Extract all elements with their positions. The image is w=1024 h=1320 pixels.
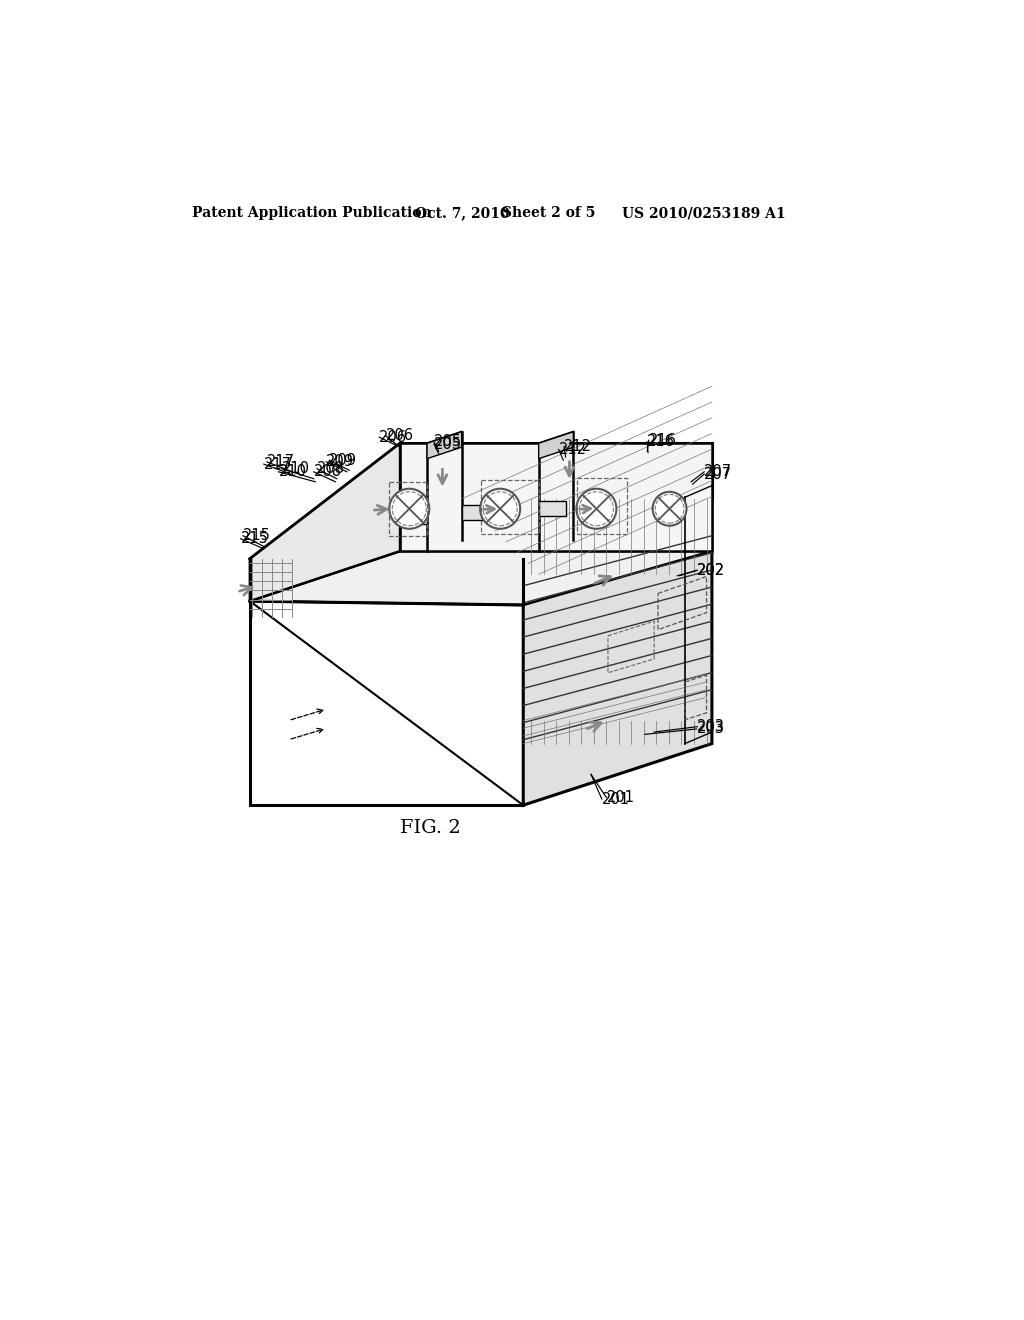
Polygon shape <box>250 558 523 805</box>
Polygon shape <box>523 498 712 805</box>
Text: 212: 212 <box>564 438 592 454</box>
Text: Oct. 7, 2010: Oct. 7, 2010 <box>416 206 510 220</box>
Text: 216: 216 <box>647 434 675 449</box>
Text: Sheet 2 of 5: Sheet 2 of 5 <box>503 206 596 220</box>
Text: 208: 208 <box>313 465 342 479</box>
Text: 208: 208 <box>316 461 345 477</box>
Text: 207: 207 <box>705 466 732 482</box>
Text: 203: 203 <box>696 722 724 737</box>
Text: 215: 215 <box>241 531 268 546</box>
Text: 212: 212 <box>559 442 587 457</box>
Text: 217: 217 <box>264 457 292 471</box>
Polygon shape <box>400 444 712 552</box>
Text: 202: 202 <box>696 562 725 578</box>
Polygon shape <box>250 444 400 601</box>
Text: 209: 209 <box>330 453 357 467</box>
Polygon shape <box>539 502 565 516</box>
Text: 201: 201 <box>606 789 635 805</box>
Text: 215: 215 <box>243 528 271 544</box>
Circle shape <box>389 488 429 529</box>
Text: US 2010/0253189 A1: US 2010/0253189 A1 <box>622 206 785 220</box>
Text: 216: 216 <box>649 433 677 447</box>
Text: 202: 202 <box>697 562 725 578</box>
Polygon shape <box>539 432 573 459</box>
Text: 201: 201 <box>602 792 630 807</box>
Text: 205: 205 <box>434 437 462 451</box>
Polygon shape <box>427 432 462 459</box>
Text: 203: 203 <box>697 719 725 734</box>
Text: 207: 207 <box>705 465 732 479</box>
Text: 217: 217 <box>267 454 295 470</box>
Circle shape <box>652 492 686 525</box>
Text: FIG. 2: FIG. 2 <box>400 820 461 837</box>
Circle shape <box>480 488 520 529</box>
Text: Patent Application Publication: Patent Application Publication <box>193 206 432 220</box>
Polygon shape <box>400 508 427 524</box>
Circle shape <box>577 488 616 529</box>
Text: 206: 206 <box>385 428 414 444</box>
Text: 206: 206 <box>379 429 408 445</box>
Polygon shape <box>462 506 488 520</box>
Text: 205: 205 <box>434 434 462 449</box>
Text: 210: 210 <box>279 465 306 479</box>
Polygon shape <box>250 552 712 605</box>
Text: 209: 209 <box>326 454 354 470</box>
Text: 210: 210 <box>282 461 309 477</box>
